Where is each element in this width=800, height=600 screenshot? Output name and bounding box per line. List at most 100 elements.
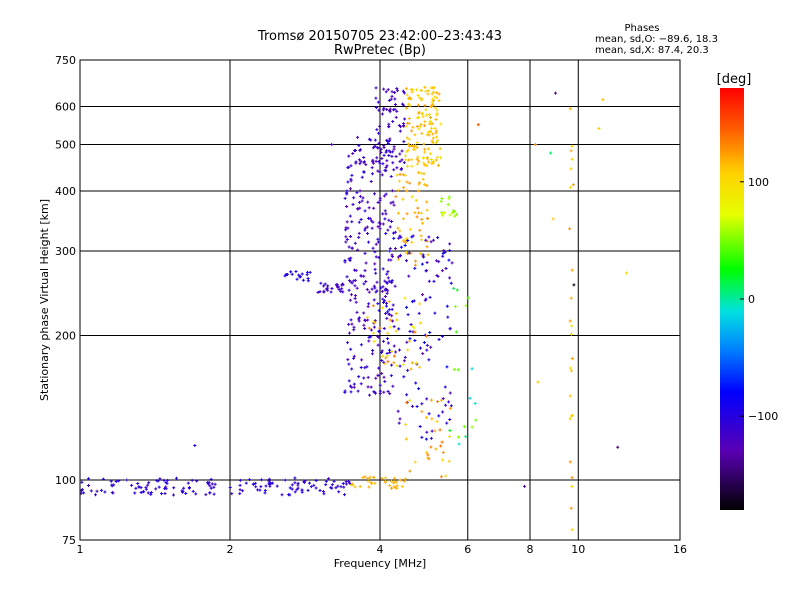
data-point	[381, 306, 385, 310]
data-point	[389, 479, 393, 483]
data-point	[441, 397, 445, 401]
data-point	[385, 272, 389, 276]
data-point	[263, 488, 267, 492]
data-point	[429, 445, 433, 449]
data-point	[464, 435, 468, 439]
data-point	[420, 132, 424, 136]
data-point	[230, 492, 234, 496]
data-point	[366, 375, 370, 379]
data-point	[149, 492, 153, 496]
data-point	[191, 489, 195, 493]
data-point	[395, 86, 399, 90]
data-point	[415, 141, 419, 145]
data-point	[570, 144, 574, 148]
data-point	[382, 301, 386, 305]
data-point	[375, 156, 379, 160]
data-point	[416, 171, 420, 175]
data-point	[420, 238, 424, 242]
data-point	[405, 180, 409, 184]
data-point	[536, 380, 540, 384]
data-point	[207, 480, 211, 484]
y-tick-label: 750	[55, 54, 76, 67]
data-point	[409, 87, 413, 91]
data-point	[372, 331, 376, 335]
data-point	[425, 113, 429, 117]
data-point	[455, 212, 459, 216]
chart-title-group: Tromsø 20150705 23:42:00–23:43:43 RwPret…	[257, 29, 502, 58]
data-point	[441, 458, 445, 462]
data-point	[367, 240, 371, 244]
data-point	[383, 295, 387, 299]
data-point	[109, 479, 113, 483]
data-point	[356, 248, 360, 252]
data-point	[387, 300, 391, 304]
data-point	[372, 325, 376, 329]
data-point	[523, 484, 527, 488]
data-point	[377, 255, 381, 259]
data-point	[402, 359, 406, 363]
data-point	[568, 227, 572, 231]
data-point	[431, 238, 435, 242]
data-point	[425, 343, 429, 347]
data-point	[427, 358, 431, 362]
data-point	[445, 421, 449, 425]
data-point	[431, 161, 435, 165]
data-point	[387, 308, 391, 312]
data-point	[417, 189, 421, 193]
data-point	[405, 393, 409, 397]
data-point	[397, 421, 401, 425]
data-point	[412, 299, 416, 303]
data-point	[441, 210, 445, 214]
data-point	[380, 358, 384, 362]
data-point	[361, 476, 365, 480]
data-point	[408, 227, 412, 231]
data-point	[425, 184, 429, 188]
data-point	[382, 390, 386, 394]
data-point	[344, 235, 348, 239]
data-point	[402, 161, 406, 165]
y-axis-label: Stationary phase Virtual Height [km]	[38, 199, 51, 401]
data-point	[411, 125, 415, 129]
data-point	[410, 195, 414, 199]
data-point	[187, 486, 191, 490]
data-point	[398, 417, 402, 421]
data-point	[362, 311, 366, 315]
data-point	[429, 157, 433, 161]
data-point	[357, 316, 361, 320]
data-point	[382, 87, 386, 91]
data-point	[397, 236, 401, 240]
data-point	[568, 107, 572, 111]
data-point	[363, 209, 367, 213]
data-point	[418, 302, 422, 306]
data-point	[417, 127, 421, 131]
data-point	[625, 271, 629, 275]
data-point	[374, 159, 378, 163]
data-point	[425, 430, 429, 434]
y-tick-label: 400	[55, 185, 76, 198]
data-point	[387, 218, 391, 222]
data-point	[470, 367, 474, 371]
data-point	[238, 478, 242, 482]
data-point	[370, 166, 374, 170]
data-point	[433, 126, 437, 130]
data-point	[87, 483, 91, 487]
data-point	[392, 203, 396, 207]
data-point	[425, 155, 429, 159]
data-point	[348, 214, 352, 218]
data-point	[408, 181, 412, 185]
data-point	[415, 124, 419, 128]
data-point	[403, 296, 407, 300]
data-point	[349, 280, 353, 284]
data-point	[373, 390, 377, 394]
data-point	[110, 491, 114, 495]
data-point	[117, 479, 121, 483]
data-point	[350, 385, 354, 389]
data-point	[453, 214, 457, 218]
data-point	[295, 277, 299, 281]
data-point	[441, 410, 445, 414]
data-point	[403, 355, 407, 359]
data-point	[448, 327, 452, 331]
data-point	[447, 400, 451, 404]
data-point	[392, 325, 396, 329]
